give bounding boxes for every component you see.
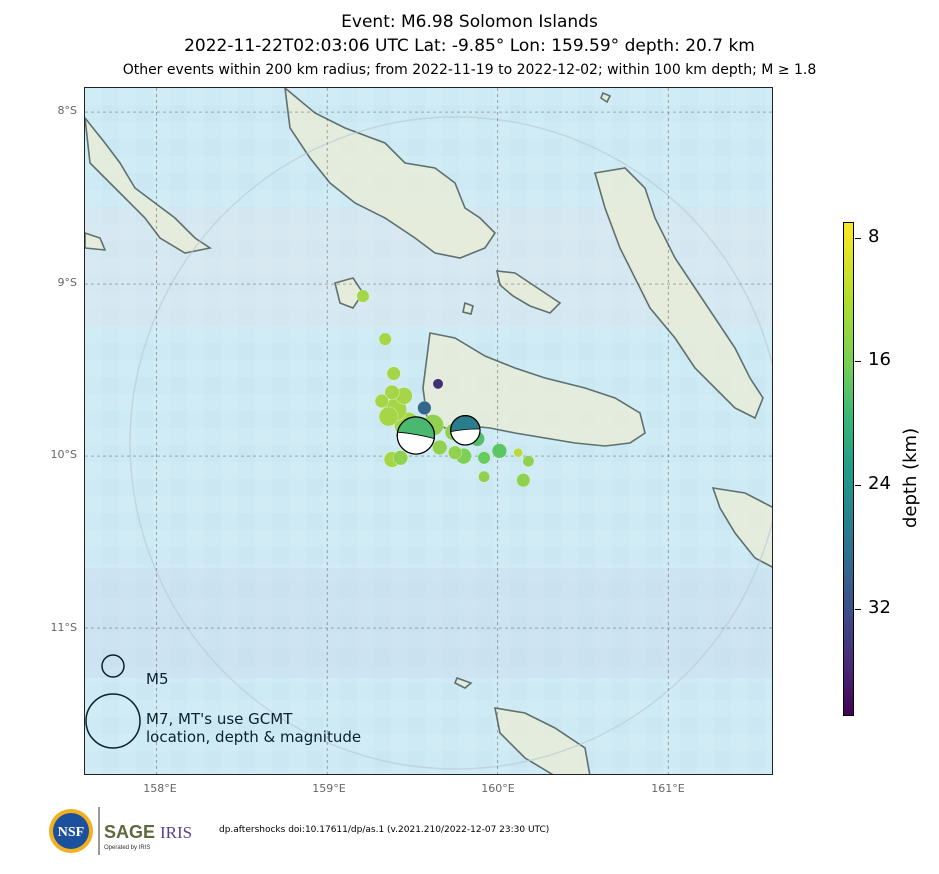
footer-credit: dp.aftershocks doi:10.17611/dp/as.1 (v.2…: [219, 825, 550, 835]
lon-label-158e: 158°E: [143, 782, 177, 795]
beachball-outline: [450, 414, 481, 446]
rennell-coast: [493, 707, 591, 774]
beachball-outline: [396, 416, 436, 455]
colorbar-tick: [855, 609, 861, 610]
bellona-coast: [453, 676, 473, 689]
legend-m7-label-2: location, depth & magnitude: [146, 728, 362, 746]
logo-nsf-text: NSF: [58, 825, 84, 840]
depth-colorbar: [843, 222, 854, 716]
logo-iris-text: IRIS: [160, 823, 192, 842]
earthquake-marker: [386, 366, 401, 381]
legend-m5-label: M5: [146, 670, 169, 688]
colorbar-tick-label: 32: [868, 597, 891, 618]
islet-coast: [600, 91, 612, 104]
earthquake-marker: [477, 451, 491, 465]
new-georgia-coast: [85, 116, 213, 254]
lon-label-160e: 160°E: [481, 782, 515, 795]
logo-graphic: NSF SAGE IRIS Operated by IRIS: [49, 807, 192, 855]
colorbar-tick-label: 8: [868, 226, 880, 247]
colorbar-tick: [855, 361, 861, 362]
earthquake-marker: [432, 439, 448, 456]
search-criteria: Other events within 200 km radius; from …: [122, 62, 817, 78]
earthquake-marker: [378, 332, 392, 346]
focal-mechanisms: [396, 414, 481, 455]
earthquake-marker: [432, 378, 444, 390]
logo-sage-text: SAGE: [104, 822, 155, 842]
earthquake-marker: [491, 443, 508, 459]
search-radius-circle: [129, 116, 772, 770]
russell-islands-coast: [334, 277, 364, 309]
colorbar-tick-label: 24: [868, 473, 891, 494]
graticule: [85, 88, 772, 774]
legend-m7-circle: [85, 693, 141, 749]
earthquake-marker: [384, 384, 400, 401]
lon-label-159e: 159°E: [312, 782, 346, 795]
choiseul-coast: [284, 88, 497, 259]
map-canvas: [85, 88, 772, 774]
malaita-coast: [711, 487, 772, 568]
magnitude-legend: [85, 654, 141, 749]
earthquake-marker: [417, 400, 432, 416]
landmasses: [85, 88, 772, 774]
logo-sub-text: Operated by IRIS: [104, 845, 150, 851]
colorbar-title: depth (km): [900, 427, 921, 528]
lat-label-8s: 8°S: [57, 104, 77, 117]
earthquake-marker: [513, 447, 524, 458]
colorbar-tick: [855, 485, 861, 486]
legend-m5-circle: [101, 654, 125, 678]
beachball: [450, 414, 481, 446]
santa-isabel-coast: [593, 167, 764, 420]
earthquake-marker: [378, 406, 399, 427]
earthquake-marker: [522, 455, 535, 468]
savo-island-coast: [462, 301, 474, 315]
cloud-band-lower: [85, 568, 772, 678]
earthquake-marker: [374, 393, 389, 409]
beachball: [396, 416, 436, 455]
lat-label-10s: 10°S: [50, 448, 77, 461]
lon-label-161e: 161°E: [651, 782, 685, 795]
new-georgia-west-coast: [85, 232, 107, 251]
lat-label-11s: 11°S: [50, 621, 77, 634]
event-details: 2022-11-22T02:03:06 UTC Lat: -9.85° Lon:…: [184, 36, 755, 56]
map-panel[interactable]: [84, 87, 773, 775]
earthquake-marker: [516, 473, 531, 488]
figure-title: Event: M6.98 Solomon Islands: [341, 12, 598, 32]
earthquake-marker: [356, 289, 370, 303]
institution-logos: NSF SAGE IRIS Operated by IRIS: [46, 805, 206, 857]
colorbar-tick-label: 16: [868, 349, 891, 370]
earthquake-marker: [392, 450, 409, 466]
earthquake-marker: [447, 445, 463, 460]
lat-label-9s: 9°S: [57, 276, 77, 289]
colorbar-tick: [855, 238, 861, 239]
florida-islands-coast: [495, 270, 562, 314]
earthquake-marker: [478, 470, 491, 483]
legend-m7-label: M7, MT's use GCMT: [146, 710, 293, 728]
